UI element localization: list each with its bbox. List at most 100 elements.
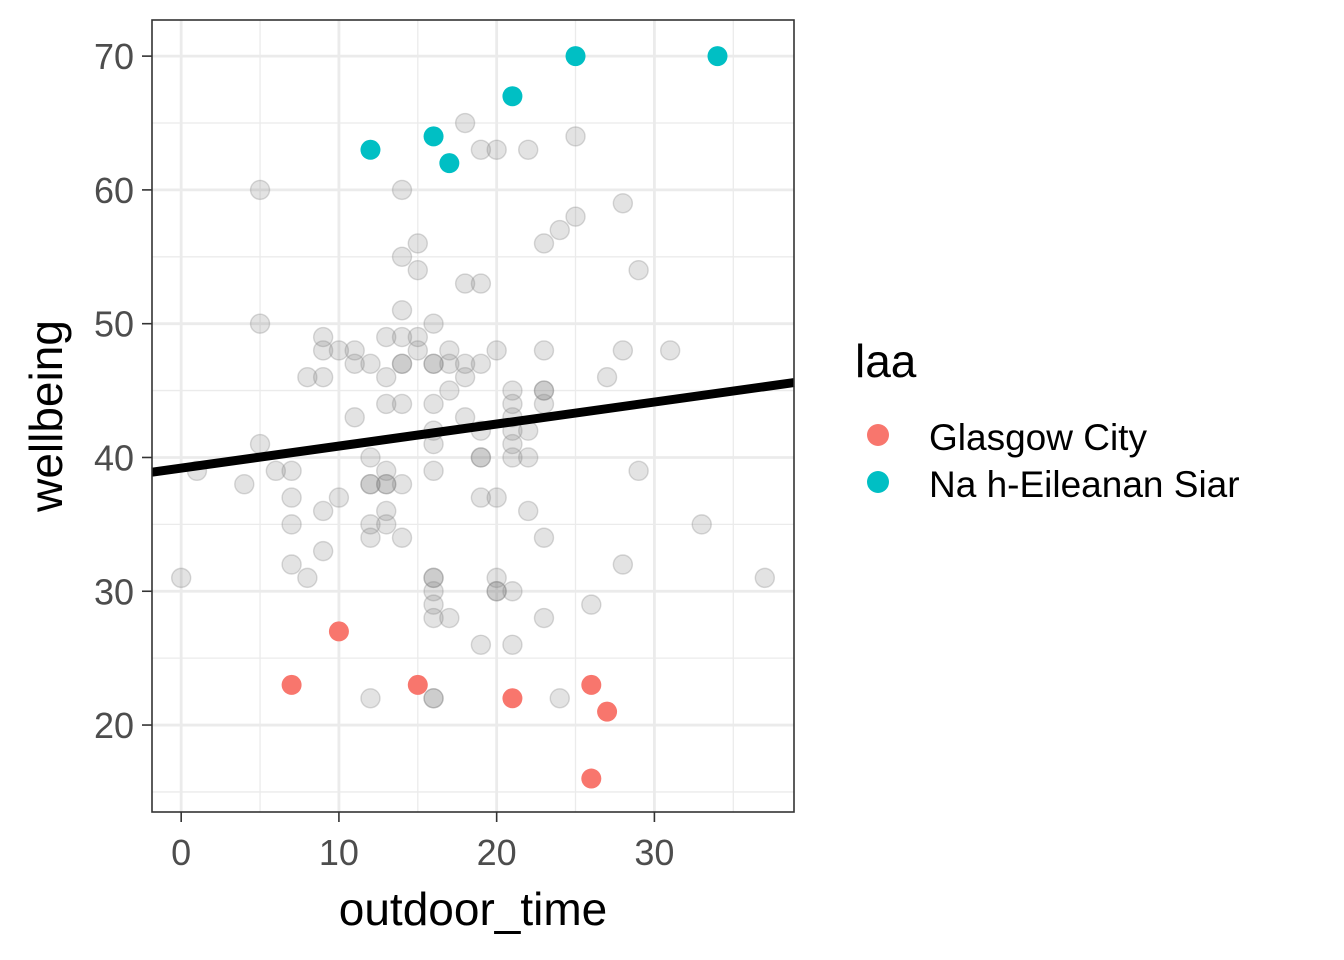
point-na-h-eileanan-siar <box>707 46 728 67</box>
background-point <box>691 514 712 535</box>
background-point <box>423 313 444 334</box>
background-point <box>612 340 634 361</box>
x-axis: 0 10 20 30 <box>171 812 674 873</box>
background-point <box>754 567 776 589</box>
background-point <box>360 474 381 495</box>
background-point <box>502 433 523 455</box>
background-point <box>297 567 318 589</box>
background-point <box>423 353 444 375</box>
background-point <box>407 326 428 348</box>
background-point <box>265 460 287 482</box>
background-point <box>549 219 570 241</box>
background-point <box>486 567 507 589</box>
background-point <box>391 527 413 548</box>
background-point <box>170 567 192 589</box>
background-point <box>360 527 381 548</box>
background-point <box>439 607 460 629</box>
background-point <box>454 273 476 294</box>
background-point <box>502 634 523 655</box>
background-point <box>281 460 302 482</box>
background-point <box>470 634 492 655</box>
background-point <box>328 487 350 508</box>
background-points <box>170 112 776 709</box>
legend: laa Glasgow City Na h-Eileanan Siar <box>855 335 1240 505</box>
background-point <box>360 688 381 709</box>
background-point <box>297 367 318 388</box>
background-point <box>423 567 444 589</box>
y-axis-title: wellbeing <box>20 320 72 513</box>
background-point <box>518 447 539 468</box>
background-point <box>533 380 555 401</box>
background-point <box>518 139 539 160</box>
background-point <box>376 393 397 415</box>
panel-background <box>152 20 794 812</box>
highlight-points <box>281 46 728 789</box>
y-tick-label: 30 <box>94 571 134 612</box>
background-point <box>423 353 444 375</box>
background-point <box>391 326 413 348</box>
x-tick-label: 30 <box>634 832 674 873</box>
background-point <box>423 393 444 415</box>
point-glasgow-city <box>281 674 302 695</box>
background-point <box>659 340 681 361</box>
point-glasgow-city <box>597 701 618 722</box>
background-point <box>533 393 555 415</box>
panel-border <box>151 19 795 813</box>
background-point <box>533 340 555 361</box>
background-point <box>470 139 492 160</box>
point-glasgow-city <box>407 674 428 695</box>
legend-title: laa <box>855 335 917 387</box>
background-point <box>391 353 413 375</box>
point-glasgow-city <box>581 768 602 789</box>
background-point <box>486 581 507 602</box>
background-point <box>454 367 476 388</box>
background-point <box>533 233 555 254</box>
legend-key-glasgow-city <box>867 424 889 446</box>
background-point <box>344 353 365 375</box>
y-tick-label: 60 <box>94 170 134 211</box>
legend-key-na-h-eileanan-siar <box>867 471 889 493</box>
x-axis-title: outdoor_time <box>339 883 608 935</box>
background-point <box>281 554 302 575</box>
background-point <box>454 112 476 134</box>
background-point <box>376 500 397 522</box>
background-point <box>502 393 523 415</box>
background-point <box>312 326 334 348</box>
background-point <box>249 313 271 334</box>
background-point <box>533 380 555 401</box>
trend-line-group <box>151 378 795 477</box>
background-point <box>407 340 428 361</box>
background-point <box>391 353 413 375</box>
background-point <box>533 527 555 548</box>
x-tick-label: 20 <box>477 832 517 873</box>
x-tick-label: 0 <box>171 832 191 873</box>
background-point <box>470 447 492 468</box>
background-point <box>312 340 334 361</box>
point-na-h-eileanan-siar <box>439 153 460 174</box>
background-point <box>628 259 649 281</box>
background-point <box>234 474 255 495</box>
background-point <box>360 353 381 375</box>
background-point <box>344 407 365 428</box>
background-point <box>533 607 555 629</box>
background-point <box>486 340 507 361</box>
background-point <box>391 300 413 321</box>
background-point <box>612 193 634 214</box>
background-point <box>502 380 523 401</box>
point-na-h-eileanan-siar <box>360 139 381 160</box>
background-point <box>518 500 539 522</box>
background-point <box>423 567 444 589</box>
background-point <box>376 367 397 388</box>
point-glasgow-city <box>328 621 349 642</box>
background-point <box>328 340 350 361</box>
background-point <box>486 487 507 508</box>
y-tick-label: 20 <box>94 705 134 746</box>
background-point <box>502 447 523 468</box>
background-point <box>423 594 444 615</box>
background-point <box>470 273 492 294</box>
background-point <box>391 393 413 415</box>
background-point <box>423 460 444 482</box>
point-glasgow-city <box>502 688 523 709</box>
background-point <box>407 259 428 281</box>
x-tick-label: 10 <box>319 832 359 873</box>
